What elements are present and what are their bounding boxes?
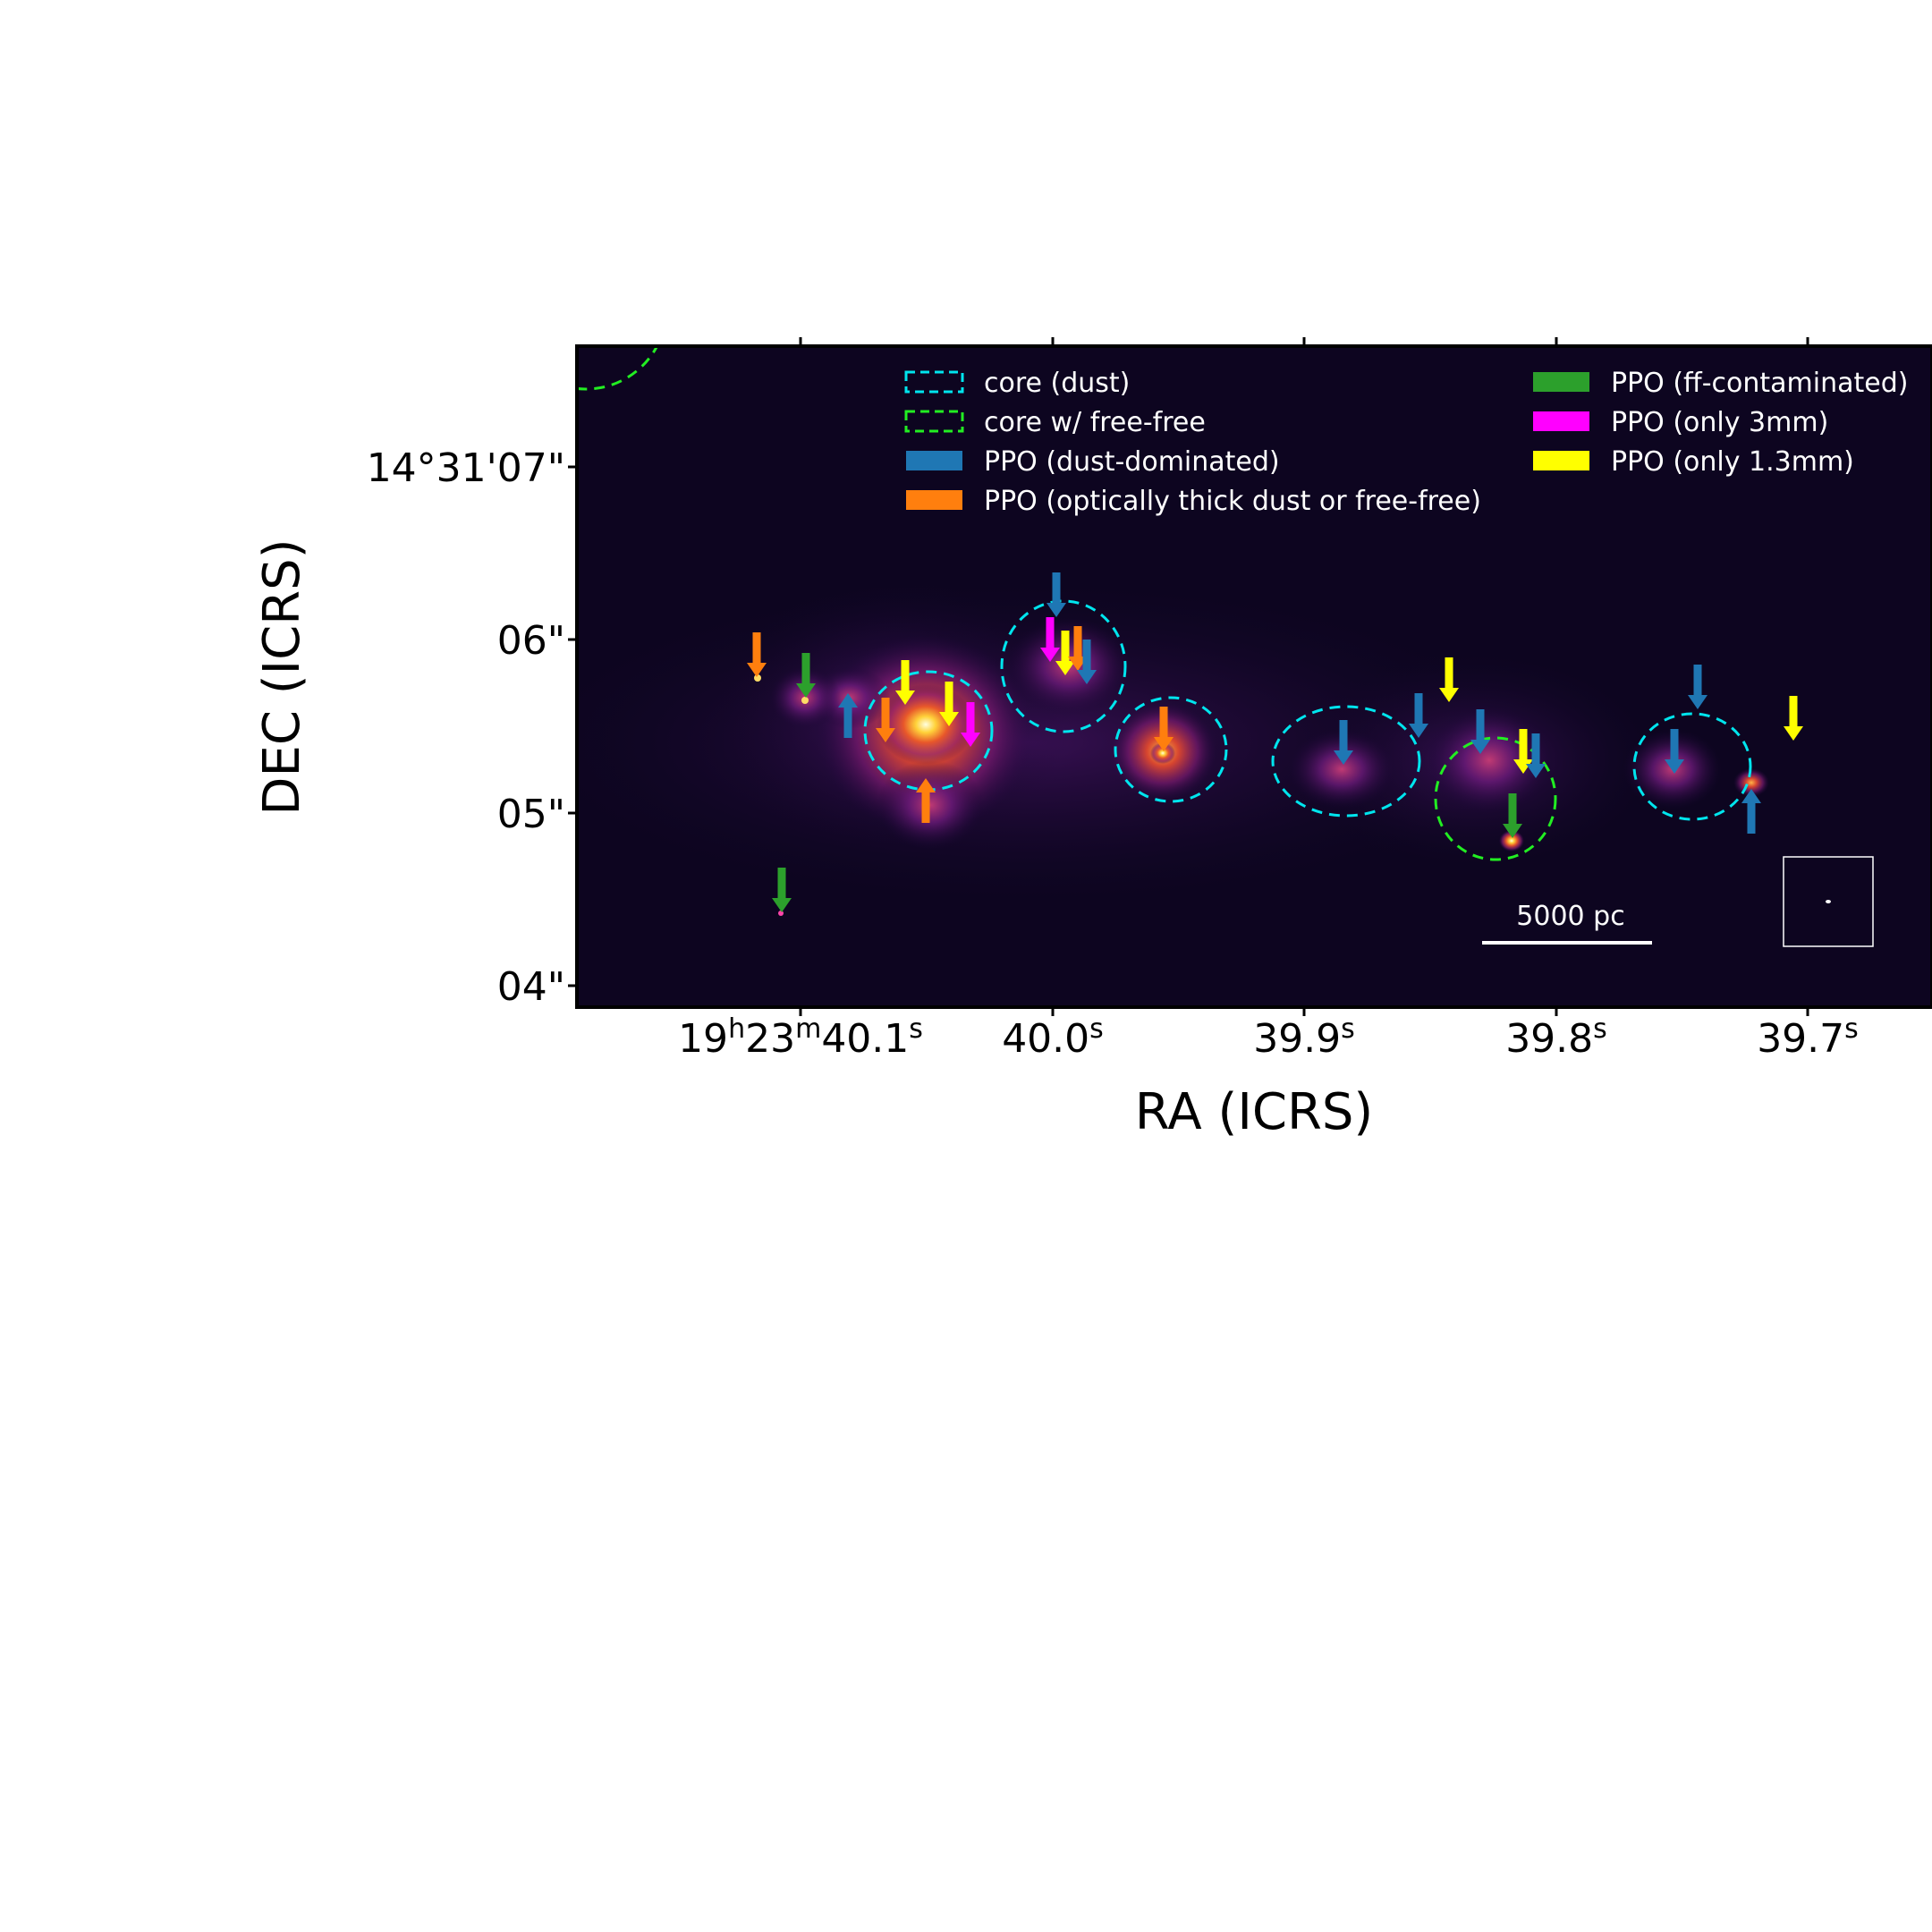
legend-swatch (1533, 411, 1589, 431)
legend-label: core w/ free-free (984, 407, 1206, 438)
ppo-arrow (961, 702, 980, 747)
ppo-arrow (747, 632, 767, 677)
legend-swatch (1533, 372, 1589, 392)
legend-label: PPO (only 1.3mm) (1611, 446, 1854, 478)
x-tick-label: 39.9s​ (1253, 1013, 1355, 1062)
legend-label: PPO (ff-contaminated) (1611, 368, 1908, 399)
ppo-arrow (939, 682, 959, 726)
y-tick-label: 04" (497, 964, 565, 1010)
y-tick-label: 06" (497, 618, 565, 664)
ppo-arrow (895, 660, 915, 705)
ppo-arrow (1503, 793, 1522, 838)
ppo-arrow (1688, 665, 1707, 709)
ppo-arrow (1409, 693, 1428, 738)
ppo-arrow (1334, 720, 1353, 765)
scalebar-label: 5000 pc (1516, 901, 1624, 932)
x-tick-label: 39.7s​ (1757, 1013, 1859, 1062)
sky-image (577, 346, 1932, 1007)
ppo-arrow (1665, 729, 1684, 774)
legend-swatch (906, 451, 962, 470)
ppo-arrow (1470, 709, 1490, 754)
x-axis-label: RA (ICRS) (1135, 1083, 1374, 1141)
x-tick-label: 39.8s​ (1505, 1013, 1607, 1062)
legend: core (dust) core w/ free-free PPO (dust-do… (904, 368, 1908, 517)
legend-label: PPO (dust-dominated) (984, 446, 1280, 478)
x-tick-label: 40.0s​ (1002, 1013, 1104, 1062)
legend-swatch (904, 410, 964, 433)
ppo-arrow (876, 698, 895, 742)
y-tick-label: 05" (497, 792, 565, 837)
x-tick-label: 19h​23m​40.1s​ (678, 1013, 923, 1062)
ppo-arrow (772, 868, 792, 912)
ppo-arrow (1077, 640, 1097, 684)
legend-label: PPO (optically thick dust or free-free) (984, 486, 1481, 517)
ppo-arrow (1154, 707, 1174, 751)
ppo-arrow (1513, 729, 1533, 774)
ppo-arrow (1741, 789, 1761, 834)
ppo-arrow (1526, 733, 1546, 778)
y-tick-label: 14°31'07" (367, 445, 565, 491)
x-axis-ticks: 19h​23m​40.1s​ 40.0s​ 39.9s​ 39.8s​ 39.7s​ (678, 337, 1859, 1062)
y-axis-label: DEC (ICRS) (253, 538, 311, 815)
legend-label: PPO (only 3mm) (1611, 407, 1828, 438)
ppo-arrow (796, 653, 816, 698)
ppo-arrow (1040, 617, 1060, 662)
ppo-arrow (1784, 696, 1803, 741)
legend-swatch (904, 370, 964, 394)
ppo-arrow (1439, 657, 1459, 702)
ppo-arrow (916, 778, 936, 823)
legend-swatch (906, 490, 962, 510)
ppo-arrow (838, 693, 858, 738)
ppo-arrow (1055, 631, 1075, 675)
y-axis-ticks: 14°31'07" 06" 05" 04" (367, 445, 577, 1010)
legend-label: core (dust) (984, 368, 1130, 399)
legend-swatch (1533, 451, 1589, 470)
ppo-arrow (1046, 572, 1066, 617)
